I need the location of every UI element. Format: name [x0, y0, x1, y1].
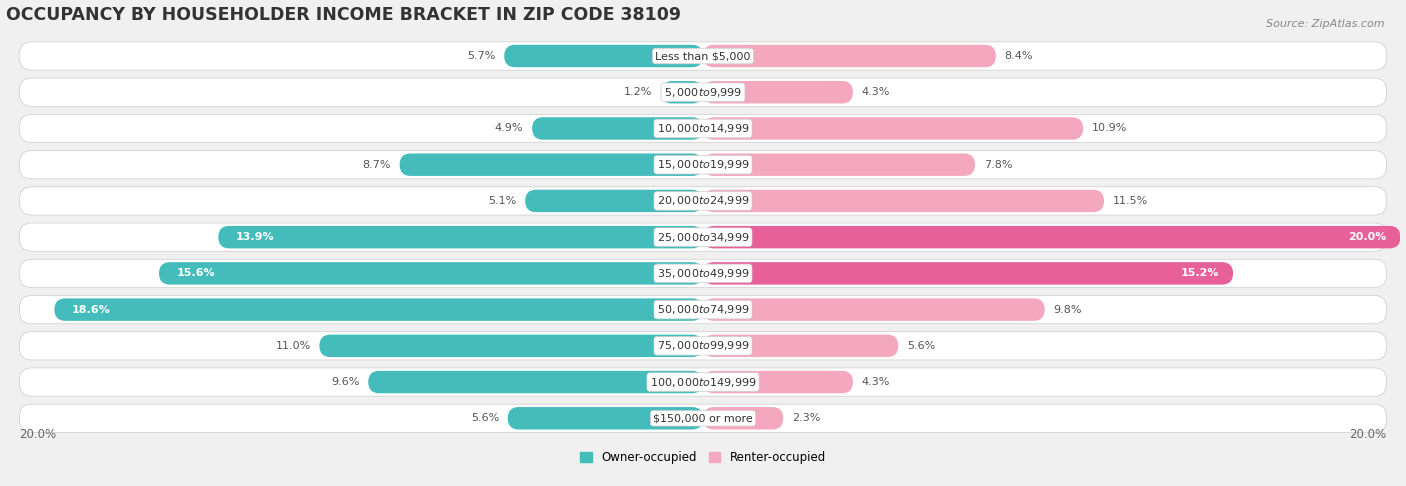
Legend: Owner-occupied, Renter-occupied: Owner-occupied, Renter-occupied: [575, 446, 831, 469]
Text: OCCUPANCY BY HOUSEHOLDER INCOME BRACKET IN ZIP CODE 38109: OCCUPANCY BY HOUSEHOLDER INCOME BRACKET …: [6, 5, 681, 23]
FancyBboxPatch shape: [20, 295, 1386, 324]
FancyBboxPatch shape: [703, 371, 853, 393]
FancyBboxPatch shape: [218, 226, 703, 248]
Text: 8.7%: 8.7%: [363, 160, 391, 170]
FancyBboxPatch shape: [703, 154, 974, 176]
Text: 18.6%: 18.6%: [72, 305, 111, 314]
FancyBboxPatch shape: [319, 334, 703, 357]
FancyBboxPatch shape: [368, 371, 703, 393]
FancyBboxPatch shape: [703, 190, 1104, 212]
Text: 7.8%: 7.8%: [984, 160, 1012, 170]
FancyBboxPatch shape: [20, 78, 1386, 106]
Text: 10.9%: 10.9%: [1092, 123, 1128, 134]
FancyBboxPatch shape: [531, 117, 703, 139]
Text: 9.8%: 9.8%: [1053, 305, 1083, 314]
FancyBboxPatch shape: [703, 45, 995, 67]
Text: 8.4%: 8.4%: [1005, 51, 1033, 61]
FancyBboxPatch shape: [20, 259, 1386, 288]
FancyBboxPatch shape: [20, 151, 1386, 179]
FancyBboxPatch shape: [703, 226, 1400, 248]
FancyBboxPatch shape: [703, 117, 1083, 139]
Text: 20.0%: 20.0%: [1350, 428, 1386, 441]
Text: 13.9%: 13.9%: [236, 232, 274, 242]
Text: 20.0%: 20.0%: [1348, 232, 1386, 242]
Text: 2.3%: 2.3%: [792, 413, 820, 423]
Text: 11.0%: 11.0%: [276, 341, 311, 351]
FancyBboxPatch shape: [703, 407, 783, 430]
Text: $20,000 to $24,999: $20,000 to $24,999: [657, 194, 749, 208]
Text: $15,000 to $19,999: $15,000 to $19,999: [657, 158, 749, 171]
Text: 9.6%: 9.6%: [332, 377, 360, 387]
Text: $10,000 to $14,999: $10,000 to $14,999: [657, 122, 749, 135]
FancyBboxPatch shape: [20, 332, 1386, 360]
Text: 5.6%: 5.6%: [471, 413, 499, 423]
Text: $5,000 to $9,999: $5,000 to $9,999: [664, 86, 742, 99]
FancyBboxPatch shape: [703, 334, 898, 357]
Text: $25,000 to $34,999: $25,000 to $34,999: [657, 231, 749, 243]
Text: $150,000 or more: $150,000 or more: [654, 413, 752, 423]
FancyBboxPatch shape: [20, 42, 1386, 70]
Text: 4.3%: 4.3%: [862, 377, 890, 387]
Text: 5.6%: 5.6%: [907, 341, 935, 351]
FancyBboxPatch shape: [703, 262, 1233, 285]
Text: 1.2%: 1.2%: [624, 87, 652, 97]
Text: 5.1%: 5.1%: [488, 196, 516, 206]
FancyBboxPatch shape: [505, 45, 703, 67]
Text: 20.0%: 20.0%: [20, 428, 56, 441]
FancyBboxPatch shape: [703, 81, 853, 104]
Text: 11.5%: 11.5%: [1112, 196, 1147, 206]
FancyBboxPatch shape: [399, 154, 703, 176]
Text: 4.3%: 4.3%: [862, 87, 890, 97]
Text: $35,000 to $49,999: $35,000 to $49,999: [657, 267, 749, 280]
FancyBboxPatch shape: [661, 81, 703, 104]
FancyBboxPatch shape: [55, 298, 703, 321]
FancyBboxPatch shape: [20, 404, 1386, 433]
Text: $75,000 to $99,999: $75,000 to $99,999: [657, 339, 749, 352]
FancyBboxPatch shape: [20, 223, 1386, 251]
Text: 4.9%: 4.9%: [495, 123, 523, 134]
Text: 5.7%: 5.7%: [467, 51, 495, 61]
FancyBboxPatch shape: [508, 407, 703, 430]
Text: $100,000 to $149,999: $100,000 to $149,999: [650, 376, 756, 389]
Text: Source: ZipAtlas.com: Source: ZipAtlas.com: [1267, 19, 1385, 30]
FancyBboxPatch shape: [20, 187, 1386, 215]
FancyBboxPatch shape: [703, 298, 1045, 321]
Text: 15.6%: 15.6%: [176, 268, 215, 278]
Text: Less than $5,000: Less than $5,000: [655, 51, 751, 61]
Text: $50,000 to $74,999: $50,000 to $74,999: [657, 303, 749, 316]
FancyBboxPatch shape: [20, 114, 1386, 142]
FancyBboxPatch shape: [20, 368, 1386, 396]
FancyBboxPatch shape: [526, 190, 703, 212]
FancyBboxPatch shape: [159, 262, 703, 285]
Text: 15.2%: 15.2%: [1181, 268, 1219, 278]
